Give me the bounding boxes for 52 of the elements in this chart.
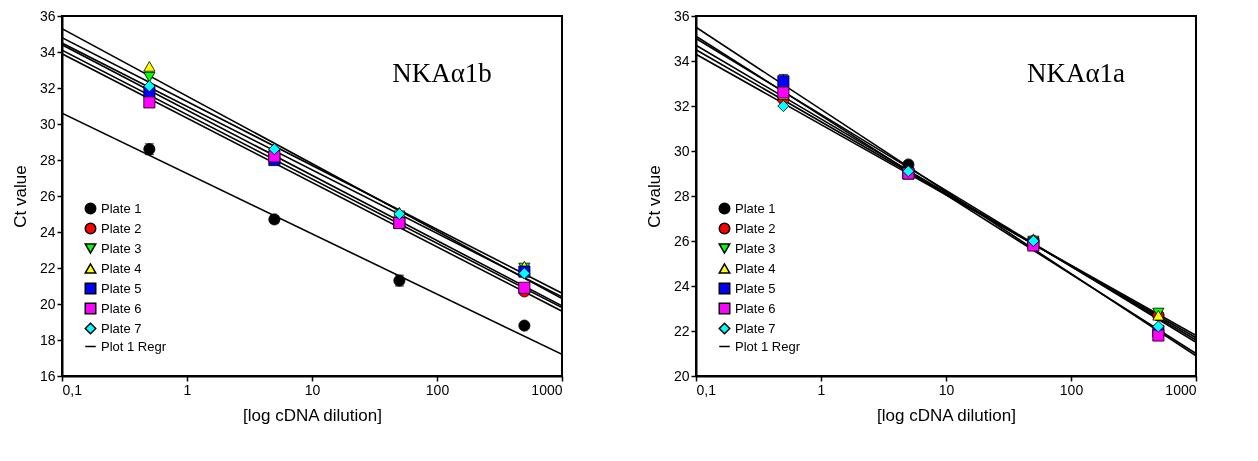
y-axis-title: Ct value [10,165,30,228]
y-tick-label: 24 [39,223,56,240]
y-tick-label: 28 [39,151,56,168]
y-tick-label: 30 [39,115,56,132]
y-tick-label: 34 [39,43,56,60]
y-tick-label: 22 [673,322,690,339]
legend-label: Plate 5 [101,280,142,296]
legend-label: Plate 5 [735,280,776,296]
y-tick-label: 26 [39,187,56,204]
y-tick-label: 18 [39,331,56,348]
legend-label: Plate 2 [735,220,776,236]
y-tick-label: 34 [673,52,690,69]
y-tick-label: 20 [673,367,690,384]
y-tick-label: 32 [673,97,690,114]
legend-label: Plate 1 [101,200,142,216]
y-axis-title: Ct value [644,165,664,228]
legend-label: Plate 1 [735,200,776,216]
y-tick-label: 22 [39,259,56,276]
legend-label: Plate 2 [101,220,142,236]
legend-label: Plate 7 [101,320,142,336]
x-tick-label: 1 [817,381,826,398]
x-axis-title: [log cDNA dilution] [877,405,1016,425]
x-tick-label: 0,1 [62,381,83,398]
legend-label: Plate 6 [101,300,142,316]
y-tick-label: 28 [673,187,690,204]
x-tick-label: 1000 [1165,381,1197,398]
legend-label: Plate 6 [735,300,776,316]
legend-label: Plate 3 [735,240,776,256]
x-tick-label: 100 [1059,381,1084,398]
x-tick-label: 100 [425,381,450,398]
y-tick-label: 24 [673,277,690,294]
x-tick-label: 1000 [531,381,563,398]
x-tick-label: 0,1 [696,381,717,398]
legend-label: Plate 3 [101,240,142,256]
legend-label: Plot 1 Regr [101,338,167,354]
annotation: NKAα1b [392,57,492,88]
y-tick-label: 36 [39,7,56,24]
x-tick-label: 1 [183,381,192,398]
x-tick-label: 10 [938,381,955,398]
y-tick-label: 26 [673,232,690,249]
legend-label: Plot 1 Regr [735,338,801,354]
annotation: NKAα1a [1026,57,1126,88]
x-tick-label: 10 [304,381,321,398]
legend-label: Plate 7 [735,320,776,336]
y-tick-label: 36 [673,7,690,24]
x-axis-title: [log cDNA dilution] [243,405,382,425]
legend-label: Plate 4 [101,260,142,276]
legend-label: Plate 4 [735,260,776,276]
y-tick-label: 30 [673,142,690,159]
y-tick-label: 32 [39,79,56,96]
y-tick-label: 16 [39,367,56,384]
y-tick-label: 20 [39,295,56,312]
